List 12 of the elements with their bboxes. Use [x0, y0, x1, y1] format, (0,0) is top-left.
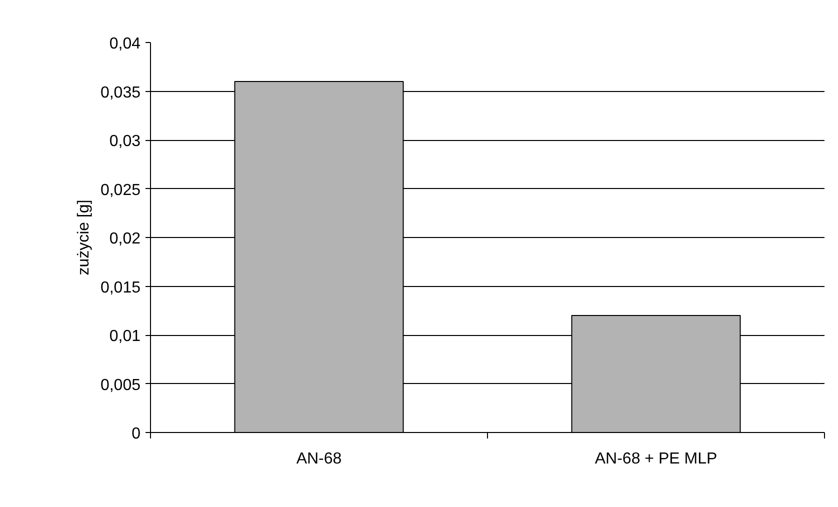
- y-tick-label: 0,03: [109, 133, 141, 150]
- y-tick-label: 0: [132, 426, 141, 442]
- y-axis-title: zużycie [g]: [75, 200, 92, 276]
- x-tick-label: AN-68 + PE MLP: [594, 450, 718, 468]
- y-tick-label: 0,025: [100, 182, 141, 199]
- x-tick-label: AN-68: [296, 450, 342, 468]
- y-tick-label: 0,035: [100, 84, 141, 102]
- y-tick-label: 0,04: [109, 36, 141, 52]
- y-tick-label: 0,02: [109, 230, 141, 248]
- y-tick-label: 0,005: [100, 376, 141, 394]
- y-tick-label: 0,01: [109, 328, 141, 345]
- y-tick-label: 0,015: [100, 279, 141, 296]
